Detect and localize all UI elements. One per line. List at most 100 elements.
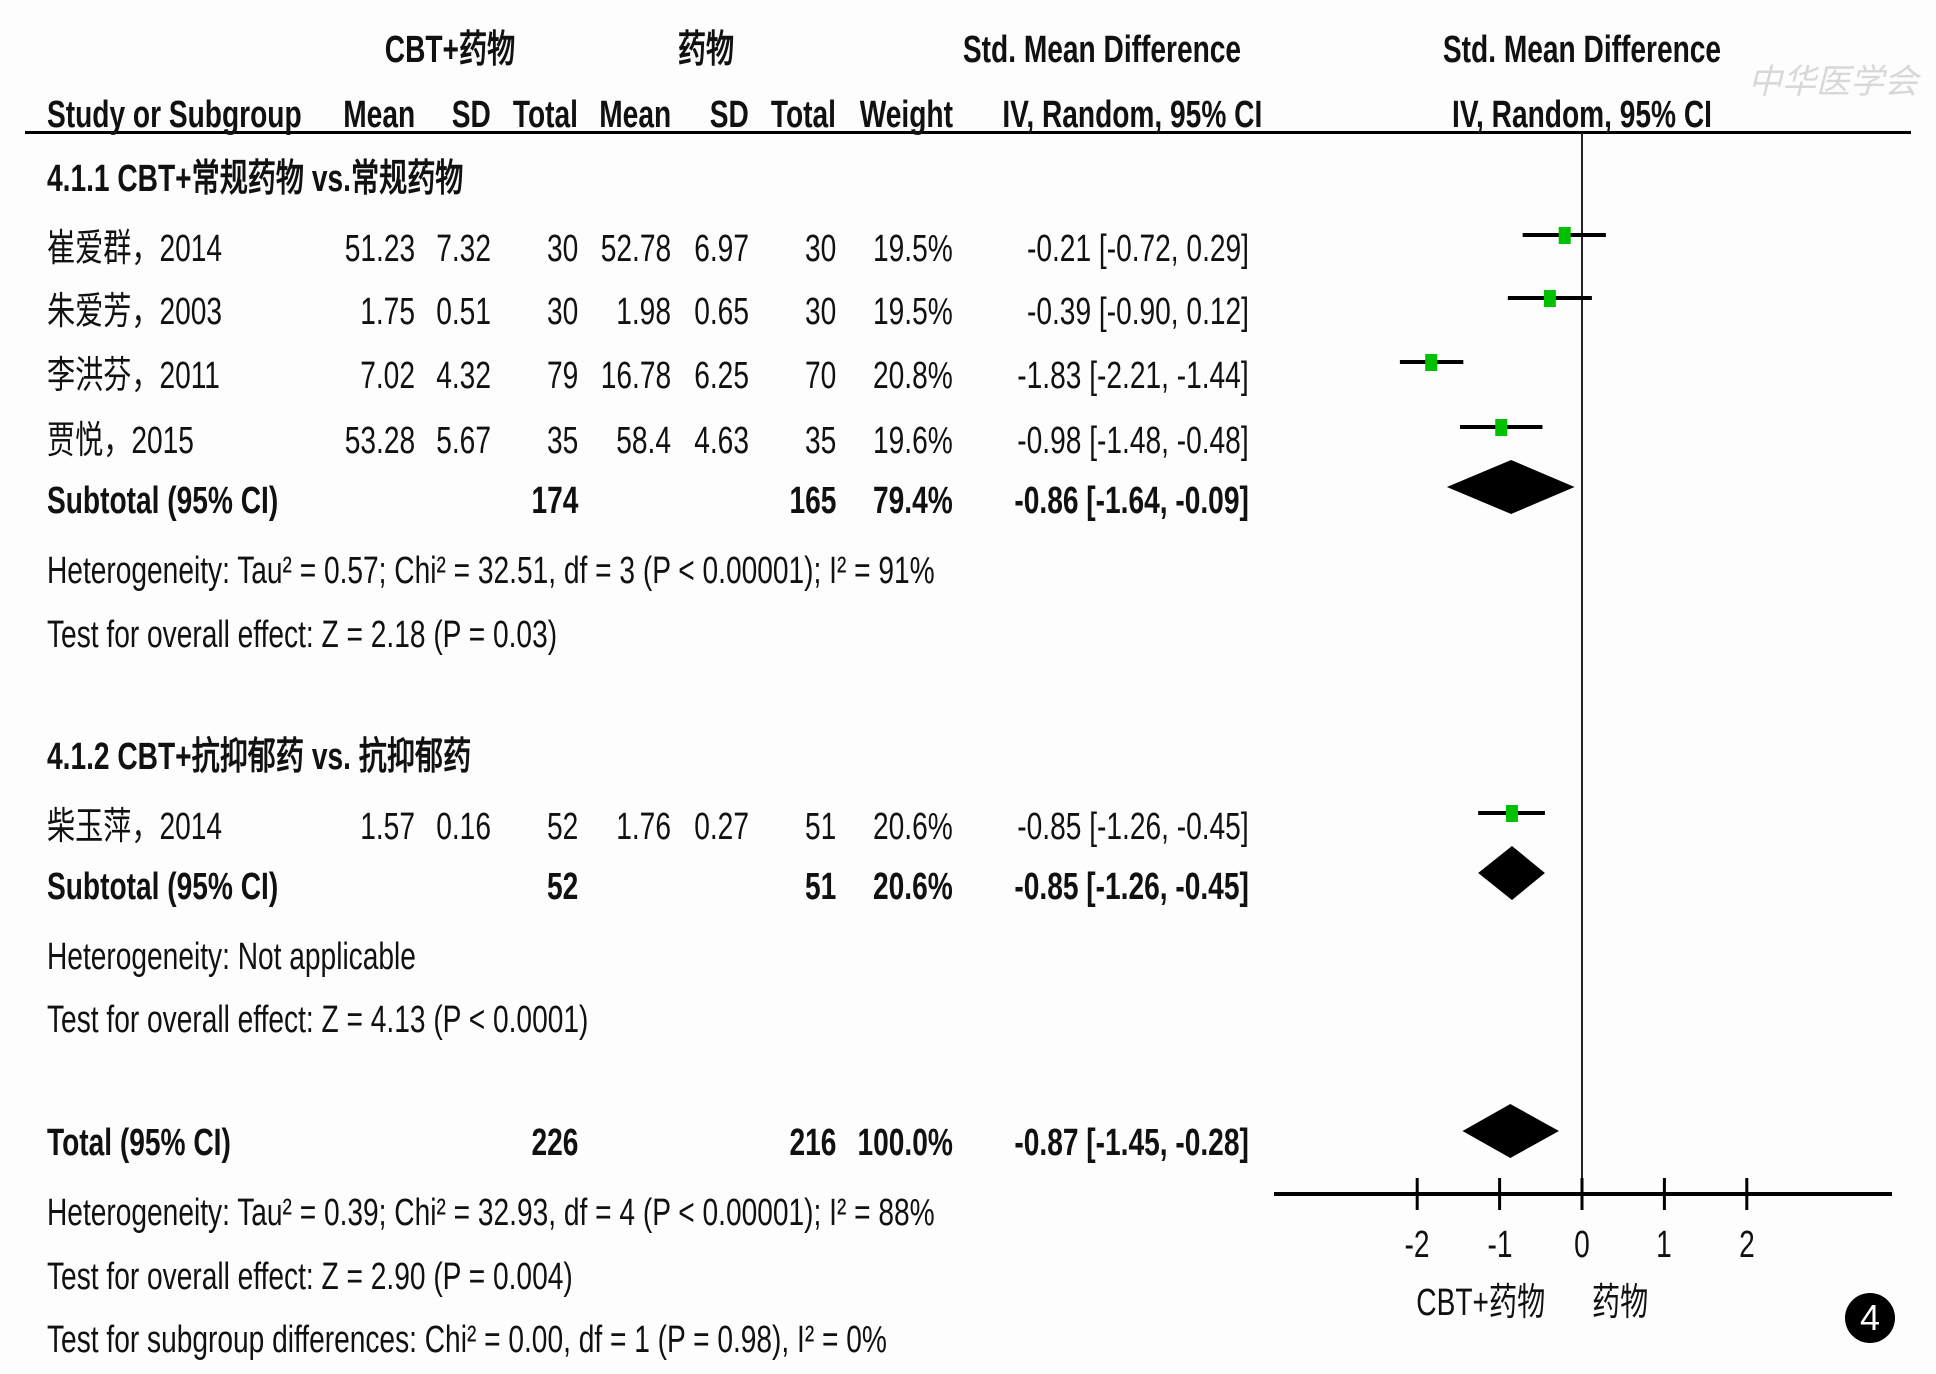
study-total2: 70 — [804, 355, 836, 397]
x-tick-label: 1 — [1656, 1224, 1673, 1266]
total-diamond — [1462, 1104, 1559, 1158]
subtotal-ci: -0.85 [-1.26, -0.45] — [1014, 866, 1249, 908]
subtotal-weight: 79.4% — [873, 480, 953, 522]
total1-header: Total — [512, 94, 578, 136]
study-total1: 30 — [546, 291, 578, 333]
effect-square — [1558, 227, 1571, 244]
subgroup-difference-text: Test for subgroup differences: Chi² = 0.… — [47, 1319, 887, 1361]
subgroup-title: 4.1.1 CBT+常规药物 vs.常规药物 — [47, 158, 464, 200]
study-weight: 20.8% — [873, 355, 953, 397]
study-name: 贾悦，2015 — [47, 420, 194, 462]
total-total1: 226 — [531, 1122, 578, 1164]
x-label-favours-right: 药物 — [1592, 1282, 1649, 1324]
effect-square — [1495, 419, 1508, 436]
study-ci: -1.83 [-2.21, -1.44] — [1017, 355, 1249, 397]
study-name: 李洪芬，2011 — [47, 355, 220, 397]
study-total1: 52 — [546, 806, 578, 848]
method-plot-header: IV, Random, 95% CI — [1452, 94, 1712, 136]
study-sd2: 4.63 — [694, 420, 749, 462]
study-name: 朱爱芳，2003 — [47, 291, 223, 333]
total-ci: -0.87 [-1.45, -0.28] — [1014, 1122, 1249, 1164]
method-header: IV, Random, 95% CI — [1002, 94, 1262, 136]
overall-effect-text: Test for overall effect: Z = 2.18 (P = 0… — [47, 614, 558, 656]
total2-header: Total — [770, 94, 836, 136]
group2-header: 药物 — [677, 29, 735, 71]
weight-header: Weight — [859, 94, 953, 136]
study-mean2: 16.78 — [600, 355, 671, 397]
subgroup-title: 4.1.2 CBT+抗抑郁药 vs. 抗抑郁药 — [47, 736, 472, 778]
subtotal-ci: -0.86 [-1.64, -0.09] — [1014, 480, 1249, 522]
x-label-favours-left: CBT+药物 — [1416, 1282, 1545, 1324]
subtotal-weight: 20.6% — [873, 866, 953, 908]
study-sd2: 0.27 — [694, 806, 749, 848]
sd2-header: SD — [709, 94, 749, 136]
total-label: Total (95% CI) — [47, 1122, 231, 1164]
effect-square — [1425, 354, 1438, 371]
subtotal-total2: 165 — [789, 480, 836, 522]
group1-header: CBT+药物 — [384, 29, 516, 71]
study-ci: -0.39 [-0.90, 0.12] — [1027, 291, 1249, 333]
subtotal-total2: 51 — [804, 866, 836, 908]
study-sd2: 6.97 — [694, 228, 749, 270]
figure-number-badge: 4 — [1845, 1293, 1895, 1343]
smd-plot-header: Std. Mean Difference — [1442, 29, 1722, 71]
study-total1: 30 — [546, 228, 578, 270]
subtotal-total1: 52 — [546, 866, 578, 908]
study-mean1: 7.02 — [360, 355, 415, 397]
study-total1: 35 — [546, 420, 578, 462]
study-ci: -0.21 [-0.72, 0.29] — [1027, 228, 1249, 270]
subtotal-label: Subtotal (95% CI) — [47, 480, 279, 522]
study-weight: 19.5% — [873, 291, 953, 333]
study-ci: -0.85 [-1.26, -0.45] — [1017, 806, 1249, 848]
total-total2: 216 — [789, 1122, 836, 1164]
overall-effect-text: Test for overall effect: Z = 4.13 (P < 0… — [47, 999, 589, 1041]
mean2-header: Mean — [599, 94, 671, 136]
x-tick-label: 0 — [1574, 1224, 1590, 1266]
study-mean2: 58.4 — [616, 420, 671, 462]
study-total2: 51 — [804, 806, 836, 848]
total-overall-effect-text: Test for overall effect: Z = 2.90 (P = 0… — [47, 1256, 573, 1298]
study-name: 柴玉萍，2014 — [47, 806, 223, 848]
study-mean1: 53.28 — [344, 420, 415, 462]
watermark: 中华医学会 — [1748, 62, 1918, 102]
smd-header: Std. Mean Difference — [962, 29, 1242, 71]
study-sd2: 0.65 — [694, 291, 749, 333]
study-weight: 20.6% — [873, 806, 953, 848]
x-tick-label: -1 — [1487, 1224, 1513, 1266]
study-sd1: 0.51 — [436, 291, 491, 333]
x-tick-label: 2 — [1738, 1224, 1755, 1266]
study-name: 崔爱群，2014 — [47, 228, 223, 270]
mean1-header: Mean — [343, 94, 415, 136]
effect-square — [1543, 290, 1556, 307]
study-weight: 19.6% — [873, 420, 953, 462]
study-header: Study or Subgroup — [47, 94, 302, 136]
subtotal-total1: 174 — [531, 480, 578, 522]
study-sd1: 5.67 — [436, 420, 491, 462]
study-sd2: 6.25 — [694, 355, 749, 397]
study-mean1: 1.75 — [360, 291, 415, 333]
study-weight: 19.5% — [873, 228, 953, 270]
study-mean1: 51.23 — [344, 228, 415, 270]
subtotal-label: Subtotal (95% CI) — [47, 866, 279, 908]
study-mean2: 1.98 — [616, 291, 671, 333]
study-sd1: 4.32 — [436, 355, 491, 397]
study-sd1: 0.16 — [436, 806, 491, 848]
subtotal-diamond — [1478, 846, 1545, 900]
study-total2: 30 — [804, 228, 836, 270]
heterogeneity-text: Heterogeneity: Tau² = 0.57; Chi² = 32.51… — [47, 550, 935, 592]
subtotal-diamond — [1446, 460, 1575, 514]
study-sd1: 7.32 — [436, 228, 491, 270]
total-weight: 100.0% — [857, 1122, 953, 1164]
study-mean1: 1.57 — [360, 806, 415, 848]
heterogeneity-text: Heterogeneity: Not applicable — [47, 936, 416, 978]
study-total2: 35 — [804, 420, 836, 462]
header-divider — [25, 131, 1911, 134]
study-ci: -0.98 [-1.48, -0.48] — [1017, 420, 1249, 462]
sd1-header: SD — [451, 94, 491, 136]
study-mean2: 1.76 — [616, 806, 671, 848]
effect-square — [1505, 805, 1518, 822]
study-total1: 79 — [546, 355, 578, 397]
total-heterogeneity-text: Heterogeneity: Tau² = 0.39; Chi² = 32.93… — [47, 1192, 935, 1234]
